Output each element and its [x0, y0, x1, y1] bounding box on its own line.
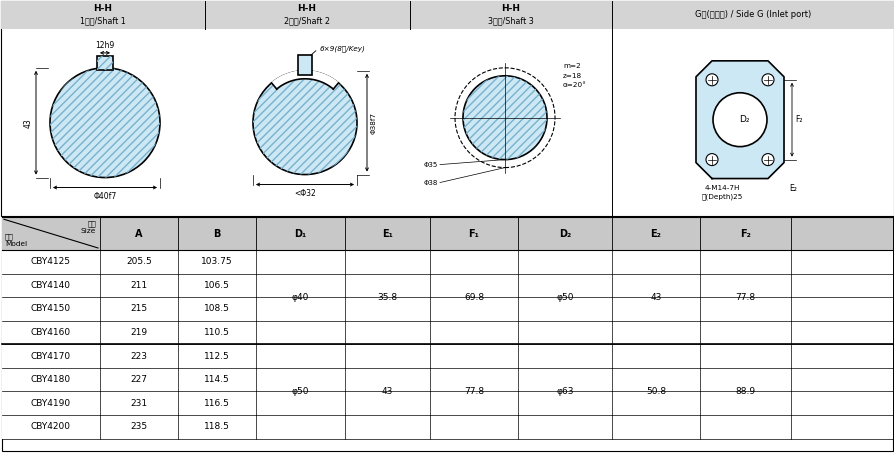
Circle shape	[705, 74, 717, 86]
Text: Φ38f7: Φ38f7	[371, 112, 376, 134]
Bar	[2, 344, 892, 368]
Bar	[2, 321, 892, 344]
Text: φ40: φ40	[291, 293, 308, 302]
Bar	[97, 56, 113, 70]
Bar	[97, 56, 113, 70]
Circle shape	[713, 93, 766, 147]
Text: CBY4180: CBY4180	[31, 375, 71, 384]
Bar	[2, 250, 892, 274]
Text: 2型轴/Shaft 2: 2型轴/Shaft 2	[283, 17, 330, 26]
Text: CBY4150: CBY4150	[31, 304, 71, 313]
Bar	[2, 297, 892, 321]
Text: 205.5: 205.5	[126, 257, 152, 266]
Text: 50.8: 50.8	[645, 387, 665, 396]
Text: 219: 219	[131, 328, 148, 337]
Text: F₁: F₁	[468, 229, 479, 239]
Text: 116.5: 116.5	[204, 399, 230, 408]
Circle shape	[462, 76, 546, 159]
Text: E₁: E₁	[382, 229, 392, 239]
Text: α=20°: α=20°	[562, 82, 586, 88]
Text: φ50: φ50	[556, 293, 573, 302]
Text: 110.5: 110.5	[204, 328, 230, 337]
Text: <Φ32: <Φ32	[294, 188, 316, 198]
Text: 112.5: 112.5	[204, 352, 230, 361]
Text: 235: 235	[131, 422, 148, 431]
Text: φ63: φ63	[556, 387, 573, 396]
Text: B: B	[213, 229, 221, 239]
Bar	[2, 274, 892, 297]
Text: 3型轴/Shaft 3: 3型轴/Shaft 3	[487, 17, 534, 26]
Text: CBY4160: CBY4160	[31, 328, 71, 337]
Text: 12h9: 12h9	[96, 41, 114, 50]
Text: 35.8: 35.8	[377, 293, 397, 302]
Bar	[1, 1, 893, 29]
Text: Φ40f7: Φ40f7	[93, 192, 116, 201]
Circle shape	[705, 154, 717, 166]
Text: 211: 211	[131, 281, 148, 290]
Text: 77.8: 77.8	[735, 293, 755, 302]
Text: 88.9: 88.9	[735, 387, 755, 396]
Text: E₂: E₂	[650, 229, 661, 239]
Text: D₂: D₂	[558, 229, 570, 239]
Text: CBY4140: CBY4140	[31, 281, 71, 290]
Text: Φ35: Φ35	[423, 162, 437, 168]
Text: 4-M14-7H: 4-M14-7H	[704, 184, 739, 191]
Text: E₂: E₂	[789, 183, 796, 193]
Text: 1型轴/Shaft 1: 1型轴/Shaft 1	[80, 17, 126, 26]
Text: 108.5: 108.5	[204, 304, 230, 313]
Text: H-H: H-H	[501, 5, 520, 13]
Text: CBY4200: CBY4200	[31, 422, 71, 431]
Bar	[2, 391, 892, 415]
Circle shape	[761, 74, 773, 86]
Text: H-H: H-H	[93, 5, 113, 13]
Text: A: A	[135, 229, 142, 239]
Text: Φ38: Φ38	[423, 179, 437, 186]
Text: 106.5: 106.5	[204, 281, 230, 290]
Text: 43: 43	[382, 387, 392, 396]
Text: z=18: z=18	[562, 73, 581, 79]
Text: 尺寸
Size: 尺寸 Size	[80, 220, 96, 234]
Text: D₂: D₂	[738, 115, 748, 124]
Text: 231: 231	[131, 399, 148, 408]
Text: 227: 227	[131, 375, 148, 384]
Text: CBY4125: CBY4125	[31, 257, 71, 266]
Text: D₁: D₁	[294, 229, 307, 239]
Text: 103.75: 103.75	[201, 257, 232, 266]
Text: 6×9(8键/Key): 6×9(8键/Key)	[320, 46, 366, 52]
Text: 69.8: 69.8	[463, 293, 484, 302]
Bar	[2, 217, 892, 250]
Text: 深(Depth)25: 深(Depth)25	[701, 193, 742, 200]
Circle shape	[50, 68, 160, 178]
Text: G向(进油口) / Side G (Inlet port): G向(进油口) / Side G (Inlet port)	[694, 10, 810, 19]
Bar	[2, 368, 892, 391]
Bar	[2, 415, 892, 439]
Polygon shape	[271, 71, 338, 89]
Polygon shape	[696, 61, 783, 178]
Text: H-H: H-H	[297, 5, 316, 13]
Text: 43: 43	[24, 118, 33, 128]
Circle shape	[454, 68, 554, 168]
Text: CBY4190: CBY4190	[31, 399, 71, 408]
Text: 77.8: 77.8	[463, 387, 484, 396]
Text: 118.5: 118.5	[204, 422, 230, 431]
Text: F₂: F₂	[739, 229, 750, 239]
Text: m=2: m=2	[562, 63, 580, 69]
Text: F₂: F₂	[794, 115, 802, 124]
Text: 215: 215	[131, 304, 148, 313]
Text: CBY4170: CBY4170	[31, 352, 71, 361]
Text: 223: 223	[131, 352, 148, 361]
Text: 43: 43	[650, 293, 661, 302]
Text: 114.5: 114.5	[204, 375, 230, 384]
Bar	[298, 55, 312, 75]
Circle shape	[253, 71, 357, 174]
Circle shape	[761, 154, 773, 166]
Text: φ50: φ50	[291, 387, 309, 396]
Text: 型号
Model: 型号 Model	[5, 233, 27, 247]
